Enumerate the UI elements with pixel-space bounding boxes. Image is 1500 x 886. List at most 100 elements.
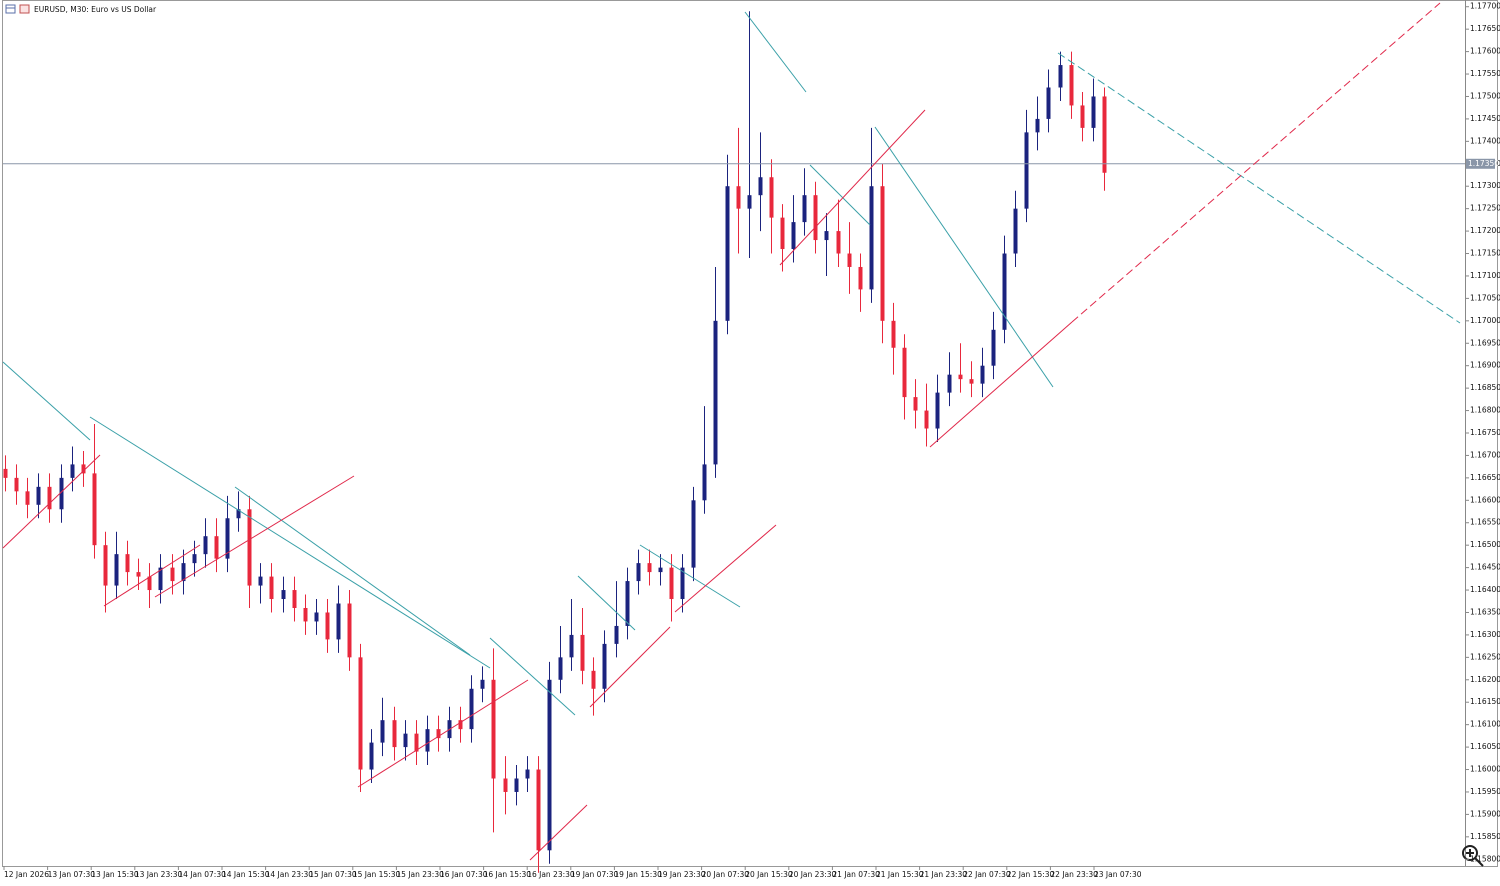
x-tick-label: 14 Jan 07:30 — [178, 870, 226, 879]
y-tick-label: 1.17150 — [1470, 249, 1500, 258]
candle-body — [181, 563, 186, 582]
candle-body — [469, 688, 474, 730]
x-tick-label: 21 Jan 15:30 — [876, 870, 924, 879]
x-tick-label: 19 Jan 23:30 — [658, 870, 706, 879]
candle-body — [602, 643, 607, 689]
y-tick-label: 1.17200 — [1470, 226, 1500, 235]
y-tick-label: 1.16100 — [1470, 720, 1500, 729]
y-tick-label: 1.16500 — [1470, 540, 1500, 549]
candle-body — [170, 567, 175, 582]
current-price-box — [1466, 158, 1495, 169]
x-tick-label: 19 Jan 07:30 — [571, 870, 619, 879]
frame — [2, 0, 1498, 867]
candle-body — [1002, 253, 1007, 330]
candle-body — [236, 509, 241, 519]
y-tick-label: 1.17550 — [1470, 69, 1500, 78]
y-tick-label: 1.16050 — [1470, 742, 1500, 751]
x-tick-label: 15 Jan 23:30 — [396, 870, 444, 879]
y-tick-label: 1.15850 — [1470, 832, 1500, 841]
y-tick-label: 1.17300 — [1470, 181, 1500, 190]
candle-body — [103, 545, 108, 586]
candle-body — [380, 720, 385, 743]
y-tick-label: 1.15950 — [1470, 787, 1500, 796]
candle-body — [836, 231, 841, 254]
current-price-label: 1.17350 — [1468, 159, 1499, 168]
candle-body — [647, 563, 652, 573]
candle-body — [436, 729, 441, 739]
candle-body — [935, 392, 940, 429]
candle-body — [536, 769, 541, 851]
candle-body — [913, 397, 918, 411]
candle-body — [614, 625, 619, 644]
y-tick-label: 1.16750 — [1470, 428, 1500, 437]
candle-body — [1013, 208, 1018, 254]
candle-body — [114, 554, 119, 586]
candle-body — [414, 733, 419, 752]
x-tick-label: 21 Jan 23:30 — [920, 870, 968, 879]
y-tick-label: 1.15800 — [1470, 854, 1500, 863]
y-tick-label: 1.16650 — [1470, 473, 1500, 482]
candle-body — [758, 177, 763, 196]
candle-body — [969, 379, 974, 384]
y-tick-label: 1.16400 — [1470, 585, 1500, 594]
y-tick-label: 1.16600 — [1470, 495, 1500, 504]
candle-body — [14, 477, 19, 492]
candle-body — [147, 576, 152, 591]
candle-body — [1069, 65, 1074, 106]
trend-line — [809, 164, 871, 226]
candle-body — [558, 657, 563, 680]
trend-line — [154, 475, 355, 598]
candle-body — [425, 729, 430, 752]
candle-body — [980, 365, 985, 384]
x-tick-label: 14 Jan 23:30 — [266, 870, 314, 879]
candle-body — [70, 464, 75, 478]
candle-body — [858, 266, 863, 290]
candle-body — [802, 195, 807, 223]
candle-body — [125, 554, 130, 573]
candle-body — [1024, 132, 1029, 209]
y-tick-label: 1.17400 — [1470, 136, 1500, 145]
trend-line — [234, 486, 471, 656]
candle-body — [902, 347, 907, 398]
candle-body — [769, 177, 774, 218]
candle-body — [36, 486, 41, 505]
candle-body — [292, 590, 297, 608]
candle-body — [625, 581, 630, 626]
candle-body — [658, 567, 663, 573]
x-tick-label: 16 Jan 15:30 — [484, 870, 532, 879]
trend-line — [89, 416, 491, 669]
y-tick-label: 1.16900 — [1470, 361, 1500, 370]
y-tick-label: 1.17700 — [1470, 2, 1500, 11]
y-tick-label: 1.17600 — [1470, 47, 1500, 56]
x-tick-label: 13 Jan 15:30 — [91, 870, 139, 879]
candle-body — [192, 554, 197, 564]
candle-body — [214, 536, 219, 559]
candle-body — [736, 186, 741, 209]
trend-line — [929, 321, 1073, 448]
candle-body — [702, 464, 707, 501]
x-tick-label: 13 Jan 07:30 — [48, 870, 96, 879]
x-tick-label: 15 Jan 15:30 — [353, 870, 401, 879]
zoom-icon[interactable] — [1462, 845, 1484, 867]
candle-body — [958, 374, 963, 380]
candle-body — [891, 320, 896, 348]
candle-body — [580, 634, 585, 671]
y-tick-label: 1.17100 — [1470, 271, 1500, 280]
candle-body — [947, 374, 952, 393]
symbol-icon — [5, 4, 30, 14]
candle-body — [791, 222, 796, 250]
y-tick-label: 1.15900 — [1470, 809, 1500, 818]
x-tick-label: 22 Jan 07:30 — [963, 870, 1011, 879]
candle-body — [1091, 96, 1096, 128]
candle-body — [636, 563, 641, 582]
trend-line — [874, 126, 1054, 388]
candle-body — [358, 657, 363, 770]
candle-body — [1102, 96, 1107, 173]
candle-body — [525, 769, 530, 779]
y-tick-label: 1.17450 — [1470, 114, 1500, 123]
y-tick-label: 1.16350 — [1470, 607, 1500, 616]
candle-body — [680, 567, 685, 600]
candle-body — [1058, 65, 1063, 88]
candle-body — [569, 634, 574, 658]
candle-body — [258, 576, 263, 586]
